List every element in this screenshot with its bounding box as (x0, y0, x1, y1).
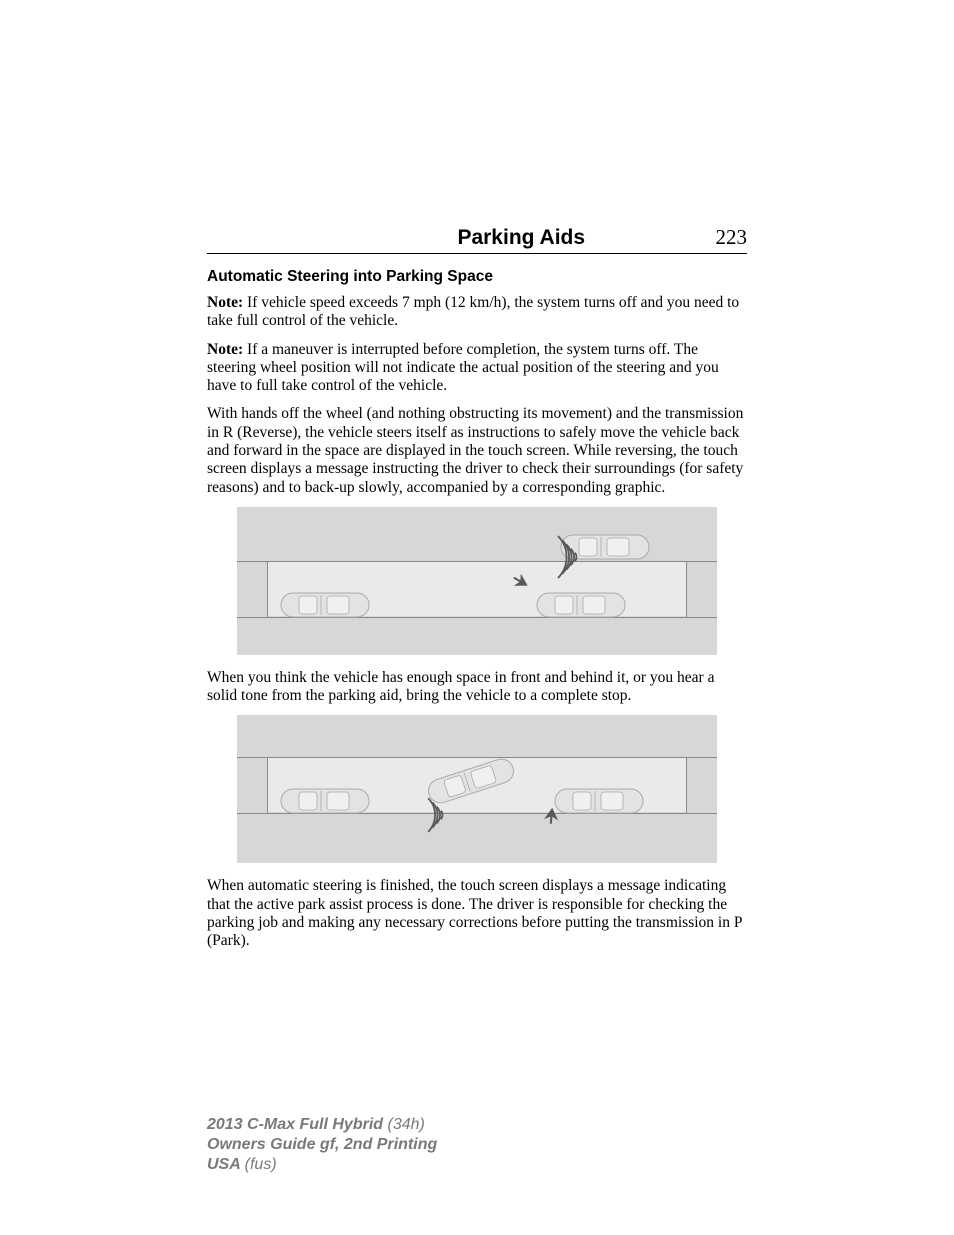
curb-line (686, 561, 687, 617)
note-paragraph-1: Note: If vehicle speed exceeds 7 mph (12… (207, 294, 747, 331)
car-icon (553, 783, 645, 819)
note-text: If vehicle speed exceeds 7 mph (12 km/h)… (207, 294, 739, 329)
car-graphic (279, 587, 371, 623)
page-content: Parking Aids 223 Automatic Steering into… (0, 0, 954, 951)
page-header: Parking Aids 223 (207, 225, 747, 254)
footer-line-1: 2013 C-Max Full Hybrid (34h) (207, 1115, 437, 1135)
car-icon (279, 783, 371, 819)
curb-line (267, 561, 268, 617)
arrow-icon (541, 805, 563, 827)
car-icon (279, 587, 371, 623)
curb-line (686, 757, 687, 813)
direction-arrow (536, 805, 563, 827)
footer-region: USA (207, 1156, 245, 1173)
footer-code: (34h) (388, 1116, 425, 1133)
parking-diagram-2 (237, 715, 717, 863)
car-icon (535, 587, 627, 623)
car-graphic (279, 783, 371, 819)
note-paragraph-2: Note: If a maneuver is interrupted befor… (207, 341, 747, 396)
note-label: Note: (207, 341, 243, 358)
parking-diagram-1 (237, 507, 717, 655)
curb-line (267, 757, 268, 813)
note-label: Note: (207, 294, 243, 311)
body-paragraph: When you think the vehicle has enough sp… (207, 669, 747, 706)
footer-line-3: USA (fus) (207, 1155, 437, 1175)
sensor-arcs-icon (405, 785, 465, 845)
sensor-arcs (405, 785, 465, 850)
note-text: If a maneuver is interrupted before comp… (207, 341, 719, 395)
header-title: Parking Aids (337, 226, 585, 250)
page-number: 223 (716, 225, 748, 250)
body-paragraph: When automatic steering is finished, the… (207, 877, 747, 950)
car-graphic (553, 783, 645, 819)
footer-code: (fus) (245, 1156, 277, 1173)
section-subheading: Automatic Steering into Parking Space (207, 268, 747, 286)
car-graphic (535, 587, 627, 623)
sensor-arcs (539, 527, 599, 592)
footer-line-2: Owners Guide gf, 2nd Printing (207, 1135, 437, 1155)
footer-model: 2013 C-Max Full Hybrid (207, 1116, 388, 1133)
sensor-arcs-icon (539, 527, 599, 587)
body-paragraph: With hands off the wheel (and nothing ob… (207, 405, 747, 496)
page-footer: 2013 C-Max Full Hybrid (34h) Owners Guid… (207, 1115, 437, 1175)
